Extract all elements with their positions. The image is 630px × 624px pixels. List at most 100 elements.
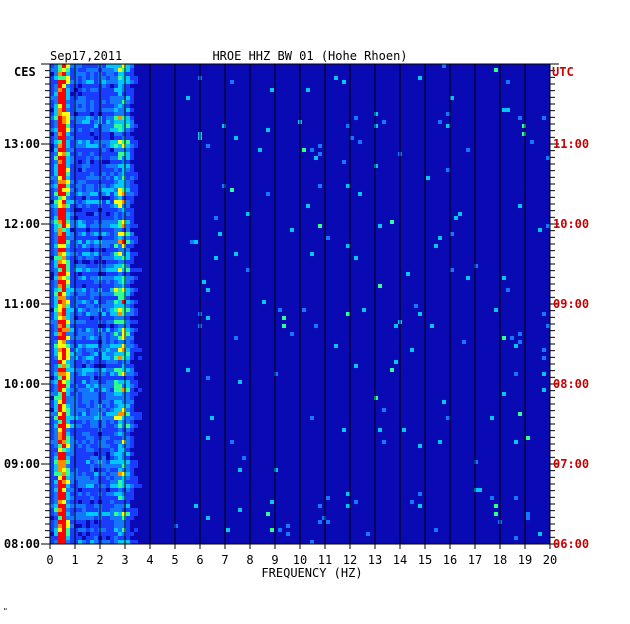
heatmap-cell bbox=[114, 184, 118, 188]
heatmap-cell bbox=[542, 372, 546, 376]
heatmap-cell bbox=[82, 496, 86, 500]
heatmap-cell bbox=[538, 228, 542, 232]
heatmap-cell bbox=[78, 320, 82, 324]
heatmap-cell bbox=[122, 412, 126, 416]
heatmap-cell bbox=[126, 156, 130, 160]
heatmap-cell bbox=[78, 492, 82, 496]
heatmap-cell bbox=[66, 124, 70, 128]
heatmap-cell bbox=[74, 432, 78, 436]
heatmap-cell bbox=[78, 264, 82, 268]
heatmap-cell bbox=[70, 288, 74, 292]
heatmap-cell bbox=[70, 220, 74, 224]
heatmap-cell bbox=[102, 536, 106, 540]
heatmap-cell bbox=[194, 504, 198, 508]
heatmap-cell bbox=[90, 128, 94, 132]
heatmap-cell bbox=[62, 332, 66, 336]
heatmap-cell bbox=[102, 416, 106, 420]
heatmap-cell bbox=[126, 136, 130, 140]
left-time-label: 13:00 bbox=[4, 137, 40, 151]
heatmap-cell bbox=[114, 316, 118, 320]
heatmap-cell bbox=[82, 216, 86, 220]
heatmap-cell bbox=[74, 80, 78, 84]
heatmap-cell bbox=[90, 340, 94, 344]
heatmap-cell bbox=[82, 112, 86, 116]
heatmap-cell bbox=[518, 340, 522, 344]
heatmap-cell bbox=[122, 436, 126, 440]
heatmap-cell bbox=[102, 104, 106, 108]
heatmap-cell bbox=[114, 296, 118, 300]
heatmap-cell bbox=[62, 492, 66, 496]
heatmap-cell bbox=[62, 112, 66, 116]
heatmap-cell bbox=[106, 440, 110, 444]
heatmap-cell bbox=[114, 156, 118, 160]
heatmap-cell bbox=[130, 260, 134, 264]
heatmap-cell bbox=[82, 380, 86, 384]
heatmap-cell bbox=[122, 380, 126, 384]
heatmap-cell bbox=[110, 300, 114, 304]
heatmap-cell bbox=[126, 472, 130, 476]
heatmap-cell bbox=[110, 80, 114, 84]
heatmap-cell bbox=[86, 128, 90, 132]
heatmap-cell bbox=[62, 208, 66, 212]
heatmap-cell bbox=[58, 156, 62, 160]
heatmap-cell bbox=[110, 72, 114, 76]
heatmap-cell bbox=[94, 420, 98, 424]
heatmap-cell bbox=[118, 456, 122, 460]
heatmap-cell bbox=[354, 256, 358, 260]
heatmap-cell bbox=[106, 248, 110, 252]
heatmap-cell bbox=[78, 480, 82, 484]
heatmap-cell bbox=[106, 148, 110, 152]
heatmap-cell bbox=[102, 88, 106, 92]
heatmap-cell bbox=[58, 404, 62, 408]
heatmap-cell bbox=[102, 200, 106, 204]
heatmap-cell bbox=[50, 380, 54, 384]
heatmap-cell bbox=[82, 392, 86, 396]
heatmap-cell bbox=[70, 500, 74, 504]
heatmap-cell bbox=[78, 144, 82, 148]
heatmap-cell bbox=[78, 528, 82, 532]
heatmap-cell bbox=[58, 424, 62, 428]
heatmap-cell bbox=[86, 436, 90, 440]
heatmap-cell bbox=[50, 260, 54, 264]
heatmap-cell bbox=[118, 168, 122, 172]
heatmap-cell bbox=[78, 216, 82, 220]
heatmap-cell bbox=[122, 164, 126, 168]
heatmap-cell bbox=[54, 472, 58, 476]
heatmap-cell bbox=[90, 448, 94, 452]
heatmap-cell bbox=[54, 488, 58, 492]
heatmap-cell bbox=[78, 128, 82, 132]
heatmap-cell bbox=[78, 412, 82, 416]
heatmap-cell bbox=[122, 484, 126, 488]
heatmap-cell bbox=[110, 280, 114, 284]
heatmap-cell bbox=[114, 344, 118, 348]
heatmap-cell bbox=[110, 120, 114, 124]
heatmap-cell bbox=[58, 500, 62, 504]
heatmap-cell bbox=[214, 256, 218, 260]
heatmap-cell bbox=[86, 136, 90, 140]
heatmap-cell bbox=[134, 460, 138, 464]
heatmap-cell bbox=[70, 212, 74, 216]
heatmap-cell bbox=[86, 484, 90, 488]
heatmap-cell bbox=[126, 432, 130, 436]
heatmap-cell bbox=[70, 200, 74, 204]
heatmap-cell bbox=[62, 444, 66, 448]
heatmap-cell bbox=[118, 476, 122, 480]
heatmap-cell bbox=[118, 388, 122, 392]
heatmap-cell bbox=[110, 428, 114, 432]
heatmap-cell bbox=[58, 540, 62, 544]
heatmap-cell bbox=[70, 156, 74, 160]
heatmap-cell bbox=[62, 344, 66, 348]
heatmap-cell bbox=[58, 92, 62, 96]
heatmap-cell bbox=[94, 480, 98, 484]
heatmap-cell bbox=[82, 384, 86, 388]
heatmap-cell bbox=[54, 248, 58, 252]
heatmap-cell bbox=[94, 164, 98, 168]
heatmap-cell bbox=[94, 396, 98, 400]
heatmap-cell bbox=[50, 304, 54, 308]
heatmap-cell bbox=[90, 384, 94, 388]
heatmap-cell bbox=[50, 344, 54, 348]
heatmap-cell bbox=[86, 64, 90, 68]
heatmap-cell bbox=[90, 444, 94, 448]
heatmap-cell bbox=[86, 244, 90, 248]
heatmap-cell bbox=[90, 508, 94, 512]
